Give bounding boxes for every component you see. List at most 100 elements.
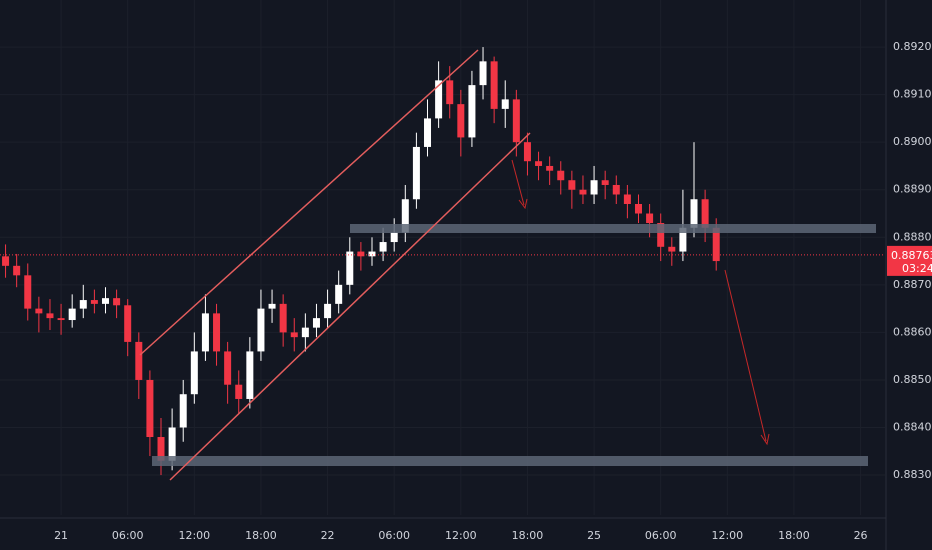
candle-body — [368, 251, 376, 257]
candle-body — [424, 118, 432, 147]
candle-body — [179, 394, 187, 428]
candle-body — [468, 85, 476, 138]
candle-body — [557, 170, 565, 181]
candle-body — [135, 341, 143, 380]
x-tick-label: 18:00 — [245, 529, 277, 542]
candle-body — [335, 284, 343, 304]
channel-upper — [139, 49, 479, 356]
candle-body — [435, 80, 443, 119]
candle-body — [35, 308, 43, 314]
candle-body — [113, 298, 121, 306]
candle-body — [357, 251, 365, 257]
candle-body — [324, 303, 332, 319]
candle-body — [312, 318, 320, 328]
candle-body — [146, 379, 154, 438]
candle-body — [57, 318, 65, 321]
drawings — [139, 49, 876, 481]
arrow-short — [511, 159, 525, 206]
candle-body — [90, 300, 98, 304]
candle-body — [213, 313, 221, 352]
candle-body — [2, 256, 10, 266]
x-tick-label: 12:00 — [178, 529, 210, 542]
last-price-label: 0.88763 — [891, 249, 932, 262]
candle-body — [412, 146, 420, 200]
candle-body — [190, 351, 198, 395]
candle-body — [479, 61, 487, 86]
candle-body — [712, 227, 720, 262]
x-tick-label: 18:00 — [512, 529, 544, 542]
candle-body — [68, 308, 76, 321]
candle-body — [346, 251, 354, 285]
candle-body — [246, 351, 254, 399]
arrow-head — [518, 198, 528, 210]
x-tick-label: 25 — [587, 529, 601, 542]
candle-body — [646, 213, 654, 224]
resistance-zone — [350, 224, 876, 233]
candle-body — [124, 305, 132, 342]
x-tick-label: 18:00 — [778, 529, 810, 542]
candle-body — [257, 308, 265, 352]
candle-body — [690, 199, 698, 228]
arrow-long — [724, 269, 767, 442]
candle-body — [623, 194, 631, 205]
candle-body — [701, 199, 709, 228]
candle-body — [535, 161, 543, 166]
candle-body — [24, 275, 32, 309]
candle-body — [546, 165, 554, 171]
candle-body — [279, 303, 287, 333]
x-tick-label: 06:00 — [645, 529, 677, 542]
candle-body — [157, 437, 165, 461]
arrow-head — [760, 433, 770, 446]
candle-body — [490, 61, 498, 109]
candle-body — [268, 303, 276, 309]
candle-body — [668, 246, 676, 252]
candle-body — [612, 184, 620, 195]
candle-body — [201, 313, 209, 352]
candle-body — [634, 204, 642, 214]
candle-body — [590, 180, 598, 195]
candle-body — [401, 199, 409, 233]
candle-body — [457, 104, 465, 138]
candle-body — [46, 313, 54, 319]
candle-body — [290, 332, 298, 338]
candle-body — [579, 189, 587, 195]
candle-body — [512, 99, 520, 143]
plot-area — [2, 47, 720, 476]
x-tick-label: 06:00 — [112, 529, 144, 542]
candle-body — [379, 242, 387, 252]
x-tick-label: 21 — [54, 529, 68, 542]
candle-body — [601, 180, 609, 185]
candle-body — [501, 99, 509, 109]
candle-body — [79, 300, 87, 309]
candle-body — [446, 80, 454, 105]
channel-lower — [169, 132, 531, 481]
candle-body — [101, 298, 109, 304]
candle-body — [168, 427, 176, 461]
candle-body — [235, 384, 243, 399]
candle-body — [301, 327, 309, 338]
x-tick-label: 26 — [854, 529, 868, 542]
candle-body — [390, 232, 398, 243]
candle-body — [568, 180, 576, 190]
candle-body — [224, 351, 232, 385]
x-tick-label: 12:00 — [711, 529, 743, 542]
candle-body — [13, 265, 21, 276]
candle-body — [523, 142, 531, 162]
last-price-box — [887, 245, 932, 276]
x-tick-label: 22 — [321, 529, 335, 542]
x-tick-label: 12:00 — [445, 529, 477, 542]
candle-body — [657, 223, 665, 247]
countdown-label: 03:24 — [902, 262, 932, 275]
y-tick-label: 0.89200 — [893, 40, 932, 53]
